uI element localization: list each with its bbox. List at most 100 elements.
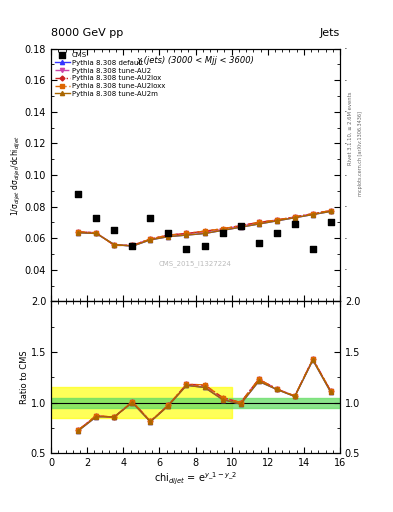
Text: 8000 GeV pp: 8000 GeV pp: [51, 28, 123, 38]
Line: Pythia 8.308 default: Pythia 8.308 default: [76, 209, 333, 248]
Pythia 8.308 tune-AU2: [76, 229, 81, 235]
Pythia 8.308 tune-AU2m: [292, 215, 297, 221]
Pythia 8.308 tune-AU2lox: [76, 229, 81, 235]
Pythia 8.308 tune-AU2loxx: [329, 207, 333, 214]
CMS: [129, 242, 136, 250]
CMS: [255, 239, 262, 247]
Pythia 8.308 tune-AU2m: [112, 242, 117, 248]
Pythia 8.308 default: [220, 227, 225, 233]
Pythia 8.308 tune-AU2loxx: [310, 210, 315, 217]
CMS: [274, 229, 280, 238]
CMS: [75, 190, 81, 198]
Pythia 8.308 tune-AU2: [329, 207, 333, 214]
Pythia 8.308 tune-AU2m: [274, 218, 279, 224]
Pythia 8.308 tune-AU2lox: [130, 242, 135, 248]
Pythia 8.308 tune-AU2loxx: [274, 217, 279, 223]
Pythia 8.308 default: [184, 232, 189, 238]
CMS: [147, 214, 154, 222]
Pythia 8.308 tune-AU2: [256, 219, 261, 225]
Pythia 8.308 tune-AU2lox: [329, 207, 333, 214]
Pythia 8.308 default: [76, 230, 81, 236]
CMS: [184, 245, 190, 253]
Pythia 8.308 tune-AU2m: [256, 221, 261, 227]
Pythia 8.308 default: [166, 233, 171, 240]
Pythia 8.308 default: [329, 208, 333, 215]
Line: Pythia 8.308 tune-AU2lox: Pythia 8.308 tune-AU2lox: [76, 209, 332, 247]
Pythia 8.308 default: [94, 230, 99, 237]
Pythia 8.308 default: [256, 221, 261, 227]
Pythia 8.308 default: [274, 218, 279, 224]
Pythia 8.308 tune-AU2m: [220, 227, 225, 233]
CMS: [219, 229, 226, 238]
Y-axis label: 1/σ$_{dijet}$ dσ$_{dijet}$/dchi$_{dijet}$: 1/σ$_{dijet}$ dσ$_{dijet}$/dchi$_{dijet}…: [10, 135, 23, 216]
Text: mcplots.cern.ch [arXiv:1306.3436]: mcplots.cern.ch [arXiv:1306.3436]: [358, 111, 363, 196]
Pythia 8.308 tune-AU2m: [76, 230, 81, 236]
Pythia 8.308 tune-AU2: [94, 230, 99, 236]
Pythia 8.308 tune-AU2: [274, 217, 279, 223]
Pythia 8.308 tune-AU2: [112, 242, 117, 248]
Pythia 8.308 tune-AU2lox: [184, 230, 189, 237]
Text: CMS_2015_I1327224: CMS_2015_I1327224: [159, 260, 232, 267]
CMS: [328, 218, 334, 226]
Pythia 8.308 tune-AU2loxx: [76, 229, 81, 235]
Pythia 8.308 tune-AU2lox: [112, 242, 117, 248]
Pythia 8.308 tune-AU2lox: [256, 219, 261, 225]
Pythia 8.308 tune-AU2lox: [166, 232, 171, 238]
Pythia 8.308 tune-AU2lox: [202, 228, 207, 234]
Pythia 8.308 tune-AU2: [166, 232, 171, 238]
Pythia 8.308 tune-AU2loxx: [292, 214, 297, 220]
Pythia 8.308 tune-AU2lox: [310, 210, 315, 217]
Pythia 8.308 tune-AU2lox: [274, 217, 279, 223]
Pythia 8.308 tune-AU2loxx: [94, 230, 99, 236]
Pythia 8.308 tune-AU2: [184, 230, 189, 237]
Text: χ (jets) (3000 < Mjj < 3600): χ (jets) (3000 < Mjj < 3600): [137, 56, 254, 65]
Line: Pythia 8.308 tune-AU2m: Pythia 8.308 tune-AU2m: [76, 209, 333, 248]
Pythia 8.308 tune-AU2: [130, 242, 135, 248]
Pythia 8.308 tune-AU2loxx: [148, 236, 153, 242]
Pythia 8.308 tune-AU2: [220, 226, 225, 232]
Pythia 8.308 tune-AU2lox: [238, 223, 243, 229]
Pythia 8.308 tune-AU2: [310, 210, 315, 217]
CMS: [165, 229, 172, 238]
Pythia 8.308 tune-AU2m: [130, 243, 135, 249]
Pythia 8.308 tune-AU2: [148, 236, 153, 242]
Text: Rivet 3.1.10, ≥ 2.6M events: Rivet 3.1.10, ≥ 2.6M events: [348, 91, 353, 165]
Pythia 8.308 default: [292, 215, 297, 221]
Pythia 8.308 tune-AU2loxx: [130, 242, 135, 248]
Pythia 8.308 tune-AU2m: [148, 237, 153, 243]
Pythia 8.308 default: [112, 242, 117, 248]
Pythia 8.308 tune-AU2: [292, 214, 297, 220]
Line: Pythia 8.308 tune-AU2: Pythia 8.308 tune-AU2: [76, 208, 333, 247]
Pythia 8.308 tune-AU2lox: [220, 226, 225, 232]
CMS: [93, 214, 99, 222]
Pythia 8.308 default: [310, 211, 315, 218]
Pythia 8.308 tune-AU2m: [166, 233, 171, 240]
Pythia 8.308 tune-AU2m: [329, 208, 333, 215]
Pythia 8.308 tune-AU2loxx: [220, 226, 225, 232]
Pythia 8.308 tune-AU2lox: [94, 230, 99, 236]
Pythia 8.308 tune-AU2m: [94, 230, 99, 237]
CMS: [111, 226, 118, 234]
Pythia 8.308 tune-AU2loxx: [112, 242, 117, 248]
CMS: [292, 220, 298, 228]
Line: Pythia 8.308 tune-AU2loxx: Pythia 8.308 tune-AU2loxx: [76, 209, 332, 247]
Y-axis label: Ratio to CMS: Ratio to CMS: [20, 351, 29, 404]
Pythia 8.308 tune-AU2m: [310, 211, 315, 218]
Pythia 8.308 default: [148, 237, 153, 243]
Text: Jets: Jets: [320, 28, 340, 38]
Pythia 8.308 tune-AU2m: [184, 232, 189, 238]
CMS: [310, 245, 316, 253]
Pythia 8.308 tune-AU2loxx: [166, 232, 171, 238]
Pythia 8.308 tune-AU2m: [202, 230, 207, 237]
CMS: [237, 222, 244, 230]
Pythia 8.308 default: [238, 224, 243, 230]
Pythia 8.308 tune-AU2loxx: [202, 228, 207, 234]
Pythia 8.308 tune-AU2lox: [292, 214, 297, 220]
Pythia 8.308 default: [202, 230, 207, 237]
X-axis label: chi$_{dijet}$ = e$^{y\_1-y\_2}$: chi$_{dijet}$ = e$^{y\_1-y\_2}$: [154, 471, 237, 487]
Pythia 8.308 tune-AU2loxx: [238, 223, 243, 229]
Legend: CMS, Pythia 8.308 default, Pythia 8.308 tune-AU2, Pythia 8.308 tune-AU2lox, Pyth: CMS, Pythia 8.308 default, Pythia 8.308 …: [53, 51, 167, 98]
Pythia 8.308 tune-AU2m: [238, 224, 243, 230]
Pythia 8.308 default: [130, 243, 135, 249]
Pythia 8.308 tune-AU2loxx: [184, 230, 189, 237]
